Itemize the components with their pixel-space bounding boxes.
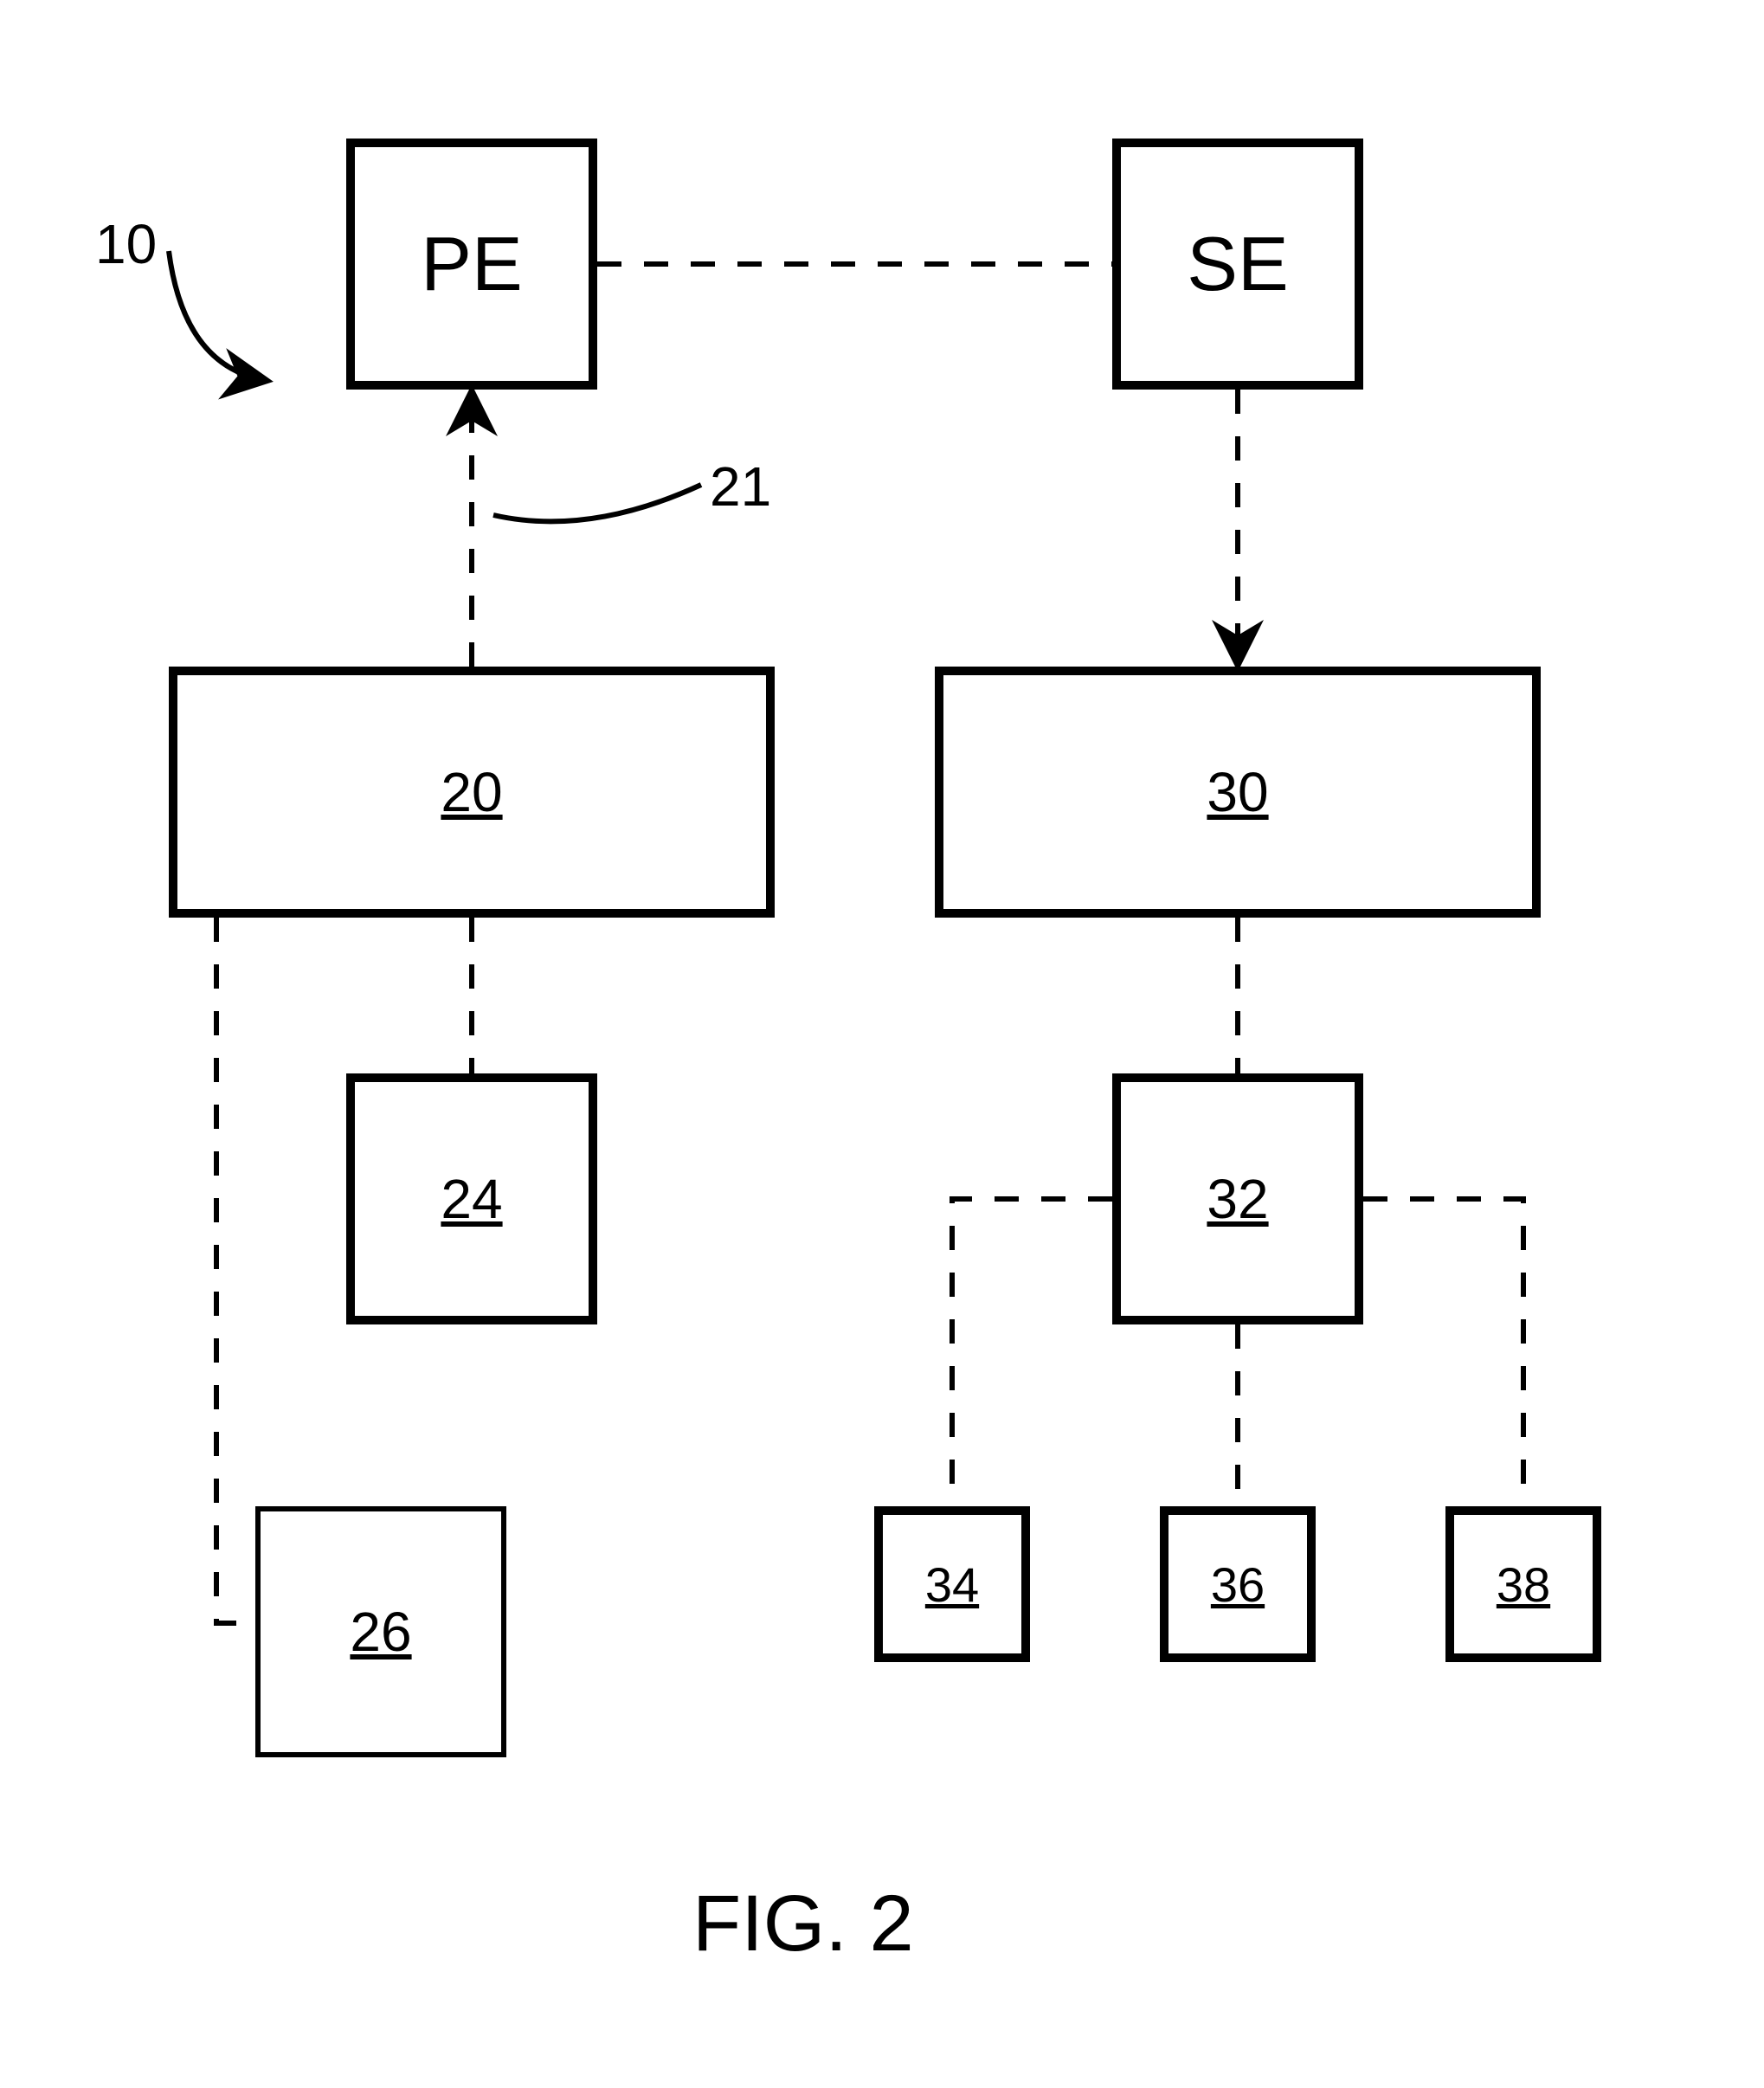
connectors-layer [0,0,1764,2088]
node-pe-label: PE [421,220,522,308]
node-pe: PE [346,139,597,390]
node-30: 30 [935,667,1541,918]
node-32: 32 [1112,1073,1363,1324]
diagram-canvas: PE SE 20 24 26 30 32 34 36 38 10 21 FIG.… [0,0,1764,2088]
node-36-label: 36 [1211,1556,1265,1613]
figure-caption: FIG. 2 [692,1879,914,1969]
node-38-label: 38 [1497,1556,1550,1613]
node-36: 36 [1160,1506,1316,1662]
system-label-10: 10 [95,212,157,276]
node-se-label: SE [1187,220,1288,308]
node-24-label: 24 [441,1167,502,1231]
node-32-label: 32 [1207,1167,1268,1231]
node-30-label: 30 [1207,760,1268,824]
node-20: 20 [169,667,775,918]
callout-label-21: 21 [710,454,771,519]
node-38: 38 [1445,1506,1601,1662]
node-26: 26 [255,1506,506,1757]
node-se: SE [1112,139,1363,390]
node-34: 34 [874,1506,1030,1662]
node-26-label: 26 [350,1600,411,1664]
node-20-label: 20 [441,760,502,824]
node-34-label: 34 [925,1556,979,1613]
node-24: 24 [346,1073,597,1324]
